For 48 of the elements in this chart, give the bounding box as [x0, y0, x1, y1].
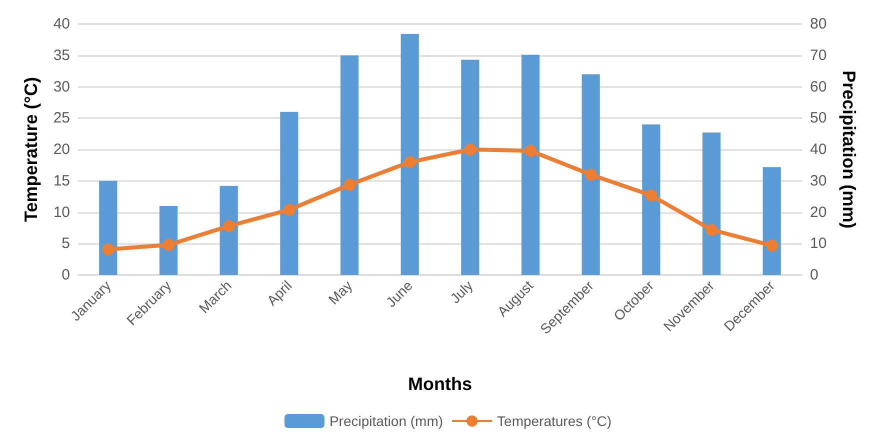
legend-label: Temperatures (°C): [497, 413, 612, 429]
point: [404, 156, 416, 168]
bar: [702, 132, 721, 275]
y2-tick-label: 20: [810, 204, 827, 221]
bar: [461, 60, 480, 275]
y-tick-label: 10: [53, 204, 70, 221]
y2-tick-label: 10: [810, 235, 827, 252]
y-tick-label: 40: [53, 16, 70, 32]
point: [222, 220, 235, 232]
point: [645, 189, 658, 202]
point: [584, 168, 597, 181]
point: [283, 204, 296, 216]
bar: [220, 186, 238, 275]
point: [102, 243, 114, 256]
point: [344, 178, 356, 191]
y-tick-label: 5: [62, 235, 70, 252]
bar: [280, 112, 298, 275]
y2-tick-label: 70: [810, 46, 827, 64]
legend-label: Precipitation (mm): [329, 413, 444, 429]
y2-tick-label: 30: [810, 172, 827, 190]
point: [706, 224, 718, 236]
y2-tick-label: 80: [810, 16, 827, 32]
bar: [99, 180, 118, 275]
bar: [762, 167, 781, 275]
x-axis-title: Months: [408, 374, 472, 394]
bar: [340, 55, 359, 275]
point: [464, 144, 476, 156]
point: [524, 144, 536, 157]
y-tick-label: 15: [53, 172, 70, 190]
bar: [400, 34, 419, 275]
y-tick-label: 0: [62, 266, 70, 284]
y-tick-label: 35: [53, 46, 70, 64]
x-tick-label: May: [325, 277, 356, 308]
point: [766, 240, 778, 252]
y2-axis-title: Precipitation (mm): [839, 70, 859, 229]
bar: [582, 74, 600, 275]
y-tick-label: 25: [53, 110, 70, 127]
y-axis-title: Temperature (°C): [21, 77, 41, 222]
bar: [642, 124, 660, 275]
y2-tick-label: 0: [810, 266, 818, 284]
point: [162, 238, 174, 251]
x-tick-label: July: [446, 277, 476, 306]
y2-tick-label: 40: [810, 141, 827, 158]
bar: [521, 54, 540, 275]
y-tick-label: 20: [53, 141, 70, 158]
y2-tick-label: 60: [810, 78, 827, 96]
y2-tick-label: 50: [810, 110, 827, 127]
y-tick-label: 30: [53, 78, 70, 96]
